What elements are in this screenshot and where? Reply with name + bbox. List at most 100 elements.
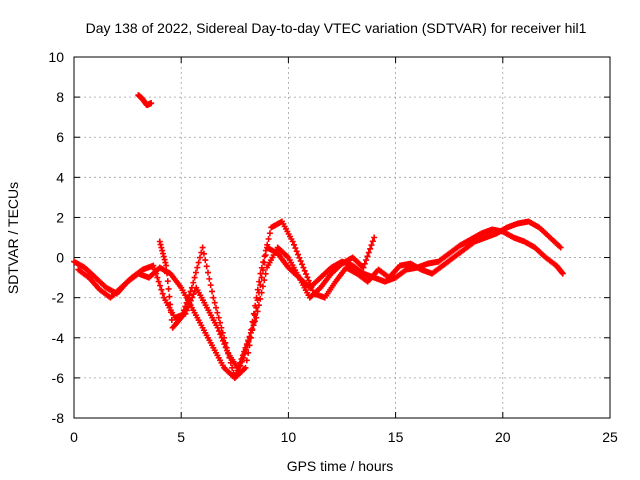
data-point [227, 359, 234, 366]
data-point [292, 245, 299, 252]
data-point [296, 254, 303, 261]
data-point [217, 319, 224, 326]
data-point [200, 250, 207, 257]
data-point [265, 236, 272, 243]
data-point [261, 253, 268, 260]
data-point [150, 262, 157, 269]
data-point [243, 341, 250, 348]
data-point [245, 349, 252, 356]
data-point [226, 354, 233, 361]
data-point [194, 264, 201, 271]
data-point [246, 333, 253, 340]
data-point [165, 285, 172, 292]
data-point [168, 316, 175, 323]
data-point [179, 310, 186, 317]
data-point [205, 269, 211, 276]
data-point [215, 328, 222, 335]
x-axis-label: GPS time / hours [287, 458, 394, 474]
data-point [196, 254, 203, 261]
data-point [148, 100, 155, 107]
data-point [203, 263, 210, 270]
data-point [155, 278, 162, 285]
y-tick-label: 0 [56, 250, 64, 266]
data-point [229, 364, 236, 371]
y-tick-label: 10 [48, 49, 64, 65]
data-point [262, 270, 269, 277]
data-point [304, 274, 311, 281]
data-point [559, 269, 566, 276]
data-point [250, 310, 257, 317]
data-point [209, 288, 216, 295]
data-point [254, 308, 261, 315]
data-point [259, 283, 266, 290]
data-point [202, 257, 209, 264]
data-point [188, 284, 195, 291]
data-point [258, 264, 265, 271]
data-point [300, 264, 307, 271]
y-axis-label: SDTVAR / TECUs [5, 182, 21, 294]
data-point [371, 234, 378, 241]
data-point [199, 244, 206, 251]
data-point [164, 278, 171, 285]
data-point [157, 241, 164, 248]
data-point [254, 286, 261, 293]
data-point [363, 257, 370, 264]
data-point [213, 304, 220, 311]
data-point [223, 344, 230, 351]
data-point [214, 309, 221, 316]
data-point [182, 303, 189, 310]
data-point [239, 352, 246, 359]
plot-frame [73, 56, 611, 419]
data-point [159, 250, 166, 257]
data-point [218, 324, 225, 331]
data-point [238, 356, 245, 363]
y-tick-label: -8 [52, 410, 65, 426]
data-point [234, 367, 241, 374]
y-tick-label: 8 [56, 89, 64, 105]
x-tick-label: 0 [70, 429, 78, 445]
y-tick-label: -6 [52, 370, 65, 386]
x-tick-label: 10 [281, 429, 297, 445]
data-point [251, 318, 258, 325]
data-point [301, 267, 308, 274]
data-point [190, 279, 197, 286]
data-point [247, 329, 254, 336]
data-point [187, 288, 194, 295]
data-point [258, 289, 265, 296]
data-point [225, 349, 232, 356]
data-point [364, 253, 371, 260]
data-point [365, 249, 372, 256]
data-point [167, 301, 174, 308]
data-point [250, 322, 257, 329]
data-point [166, 293, 173, 300]
data-point [242, 364, 249, 371]
y-tick-label: -4 [52, 330, 65, 346]
y-tick-label: 6 [56, 129, 64, 145]
data-point [266, 230, 273, 237]
data-point [297, 258, 304, 265]
data-point [195, 259, 202, 266]
data-point [222, 339, 229, 346]
data-point [215, 314, 222, 321]
data-point [295, 251, 302, 258]
data-point [162, 259, 169, 266]
data-point [180, 307, 187, 314]
data-point [253, 294, 260, 301]
data-point [303, 271, 310, 278]
data-point [210, 294, 217, 301]
y-tick-label: -2 [52, 290, 65, 306]
data-point [289, 238, 296, 245]
data-point [361, 260, 368, 267]
data-point [154, 274, 161, 281]
data-point [178, 314, 185, 321]
data-point [243, 357, 250, 364]
grid-lines [74, 57, 610, 418]
data-point [262, 247, 269, 254]
data-point [156, 238, 163, 245]
data-point [255, 302, 262, 309]
data-point [293, 248, 300, 255]
chart-title: Day 138 of 2022, Sidereal Day-to-day VTE… [86, 20, 587, 36]
x-tick-label: 25 [602, 429, 618, 445]
data-point [184, 295, 191, 302]
